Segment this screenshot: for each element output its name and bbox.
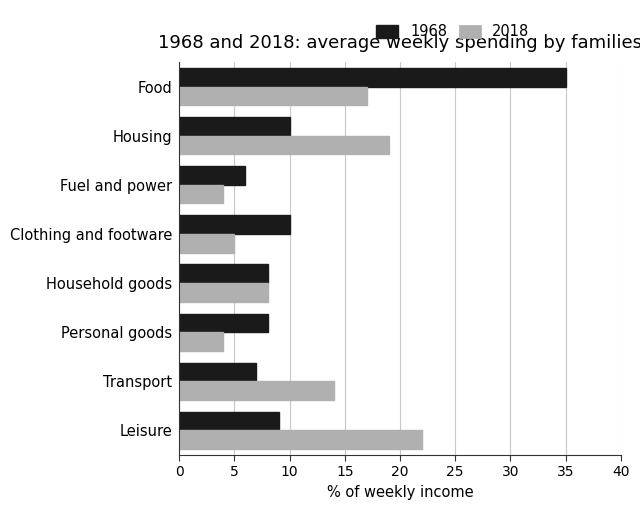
Bar (179, 332, 223, 351)
Bar (179, 234, 234, 253)
Title: 1968 and 2018: average weekly spending by families: 1968 and 2018: average weekly spending b… (158, 34, 640, 52)
Bar (179, 166, 246, 185)
Bar (179, 412, 278, 430)
Bar (179, 215, 290, 234)
Bar (179, 136, 389, 155)
Legend: 1968, 2018: 1968, 2018 (371, 18, 535, 45)
Bar (179, 283, 268, 302)
Bar (179, 313, 268, 332)
Bar (179, 430, 422, 449)
Bar (179, 264, 268, 283)
Bar (179, 362, 257, 381)
Bar (179, 87, 367, 105)
Bar (179, 117, 290, 136)
Bar (179, 68, 566, 87)
X-axis label: % of weekly income: % of weekly income (326, 485, 474, 500)
Bar (179, 185, 223, 204)
Bar (179, 381, 334, 400)
